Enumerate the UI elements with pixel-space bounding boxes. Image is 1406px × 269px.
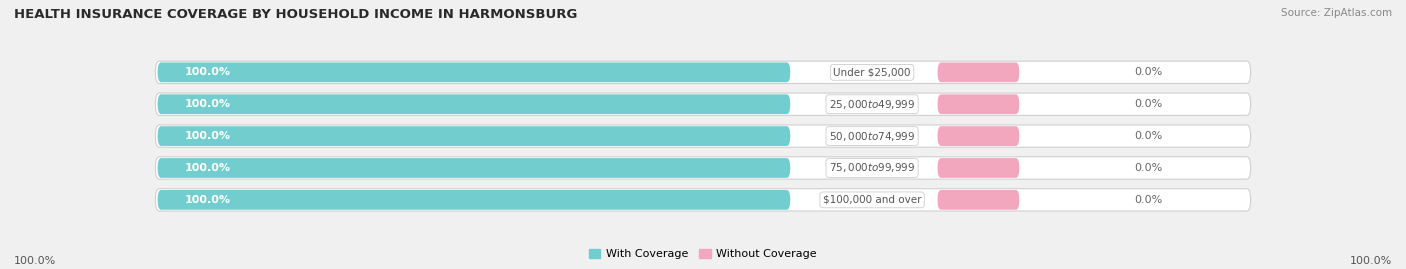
FancyBboxPatch shape bbox=[156, 157, 1250, 179]
Text: HEALTH INSURANCE COVERAGE BY HOUSEHOLD INCOME IN HARMONSBURG: HEALTH INSURANCE COVERAGE BY HOUSEHOLD I… bbox=[14, 8, 578, 21]
FancyBboxPatch shape bbox=[156, 93, 1250, 115]
Text: Under $25,000: Under $25,000 bbox=[834, 67, 911, 77]
Text: 100.0%: 100.0% bbox=[184, 67, 231, 77]
Text: 0.0%: 0.0% bbox=[1133, 99, 1163, 109]
FancyBboxPatch shape bbox=[156, 125, 1250, 147]
FancyBboxPatch shape bbox=[156, 61, 1250, 83]
Text: 0.0%: 0.0% bbox=[1133, 67, 1163, 77]
FancyBboxPatch shape bbox=[157, 62, 790, 82]
FancyBboxPatch shape bbox=[157, 158, 790, 178]
Text: $75,000 to $99,999: $75,000 to $99,999 bbox=[830, 161, 915, 175]
Text: 100.0%: 100.0% bbox=[14, 256, 56, 266]
FancyBboxPatch shape bbox=[157, 94, 790, 114]
FancyBboxPatch shape bbox=[938, 158, 1019, 178]
Text: 100.0%: 100.0% bbox=[184, 131, 231, 141]
Text: Source: ZipAtlas.com: Source: ZipAtlas.com bbox=[1281, 8, 1392, 18]
Legend: With Coverage, Without Coverage: With Coverage, Without Coverage bbox=[585, 244, 821, 263]
Text: 0.0%: 0.0% bbox=[1133, 195, 1163, 205]
Text: 0.0%: 0.0% bbox=[1133, 163, 1163, 173]
FancyBboxPatch shape bbox=[157, 126, 790, 146]
Text: $50,000 to $74,999: $50,000 to $74,999 bbox=[830, 130, 915, 143]
FancyBboxPatch shape bbox=[157, 190, 790, 210]
FancyBboxPatch shape bbox=[938, 94, 1019, 114]
Text: 100.0%: 100.0% bbox=[184, 99, 231, 109]
FancyBboxPatch shape bbox=[938, 62, 1019, 82]
FancyBboxPatch shape bbox=[938, 190, 1019, 210]
Text: $100,000 and over: $100,000 and over bbox=[823, 195, 921, 205]
Text: 0.0%: 0.0% bbox=[1133, 131, 1163, 141]
Text: 100.0%: 100.0% bbox=[1350, 256, 1392, 266]
Text: $25,000 to $49,999: $25,000 to $49,999 bbox=[830, 98, 915, 111]
Text: 100.0%: 100.0% bbox=[184, 195, 231, 205]
FancyBboxPatch shape bbox=[938, 126, 1019, 146]
FancyBboxPatch shape bbox=[156, 189, 1250, 211]
Text: 100.0%: 100.0% bbox=[184, 163, 231, 173]
